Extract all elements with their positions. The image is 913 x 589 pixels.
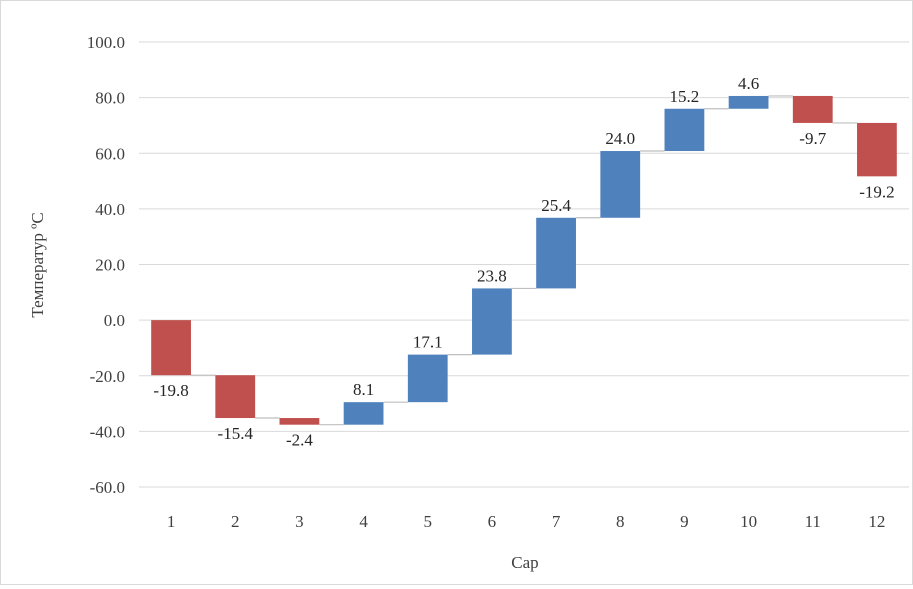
data-label: 24.0 [605, 129, 635, 148]
waterfall-bar [407, 354, 448, 403]
x-axis-title: Сар [511, 553, 538, 572]
waterfall-bar [343, 402, 384, 425]
waterfall-bar [600, 151, 641, 218]
y-tick-label: -60.0 [90, 478, 125, 497]
waterfall-bar [151, 320, 191, 376]
waterfall-bar [728, 95, 769, 109]
data-label: -19.8 [153, 381, 188, 400]
x-tick-label: 3 [295, 512, 304, 531]
waterfall-bar [472, 288, 512, 355]
x-tick-label: 10 [740, 512, 757, 531]
x-tick-label: 6 [488, 512, 497, 531]
x-tick-label: 11 [805, 512, 821, 531]
y-tick-label: -20.0 [90, 367, 125, 386]
y-tick-label: 0.0 [104, 311, 125, 330]
waterfall-bar [792, 95, 833, 123]
y-tick-label: 100.0 [87, 33, 125, 52]
x-tick-label: 7 [552, 512, 561, 531]
data-labels: -19.8 -15.4 -2.4 8.1 17.1 23.8 25.4 24.0 15.2 4.6… [153, 74, 894, 450]
data-label: -15.4 [218, 424, 254, 443]
y-axis-ticks: 100.0 80.0 60.0 40.0 20.0 0.0 -20.0 -40.0 -60.0 [87, 33, 125, 497]
data-label: 23.8 [477, 266, 507, 285]
x-tick-label: 2 [231, 512, 240, 531]
y-tick-label: 80.0 [95, 89, 125, 108]
waterfall-bar [215, 375, 256, 419]
data-label: 4.6 [738, 74, 759, 93]
gridlines [139, 41, 909, 488]
x-axis-ticks: 1 2 3 4 5 6 7 8 9 10 11 12 [167, 512, 886, 531]
data-label: 8.1 [353, 380, 374, 399]
y-tick-label: 20.0 [95, 256, 125, 275]
data-label: -19.2 [859, 182, 894, 201]
bars [151, 95, 897, 425]
data-label: -9.7 [799, 129, 826, 148]
waterfall-bar [279, 418, 320, 425]
data-label: 15.2 [670, 87, 700, 106]
x-tick-label: 9 [680, 512, 689, 531]
y-tick-label: -40.0 [90, 422, 125, 441]
x-tick-label: 1 [167, 512, 176, 531]
x-tick-label: 5 [424, 512, 433, 531]
waterfall-bar [664, 108, 705, 152]
data-label: 25.4 [541, 196, 571, 215]
connector-lines [190, 95, 858, 426]
x-tick-label: 12 [868, 512, 885, 531]
waterfall-bar [857, 122, 897, 177]
data-label: 17.1 [413, 333, 443, 352]
data-label: -2.4 [286, 431, 313, 450]
y-tick-label: 40.0 [95, 200, 125, 219]
y-axis-title: Температур ºС [28, 212, 47, 317]
waterfall-bar [536, 217, 576, 289]
y-tick-label: 60.0 [95, 144, 125, 163]
x-tick-label: 8 [616, 512, 625, 531]
x-tick-label: 4 [359, 512, 368, 531]
